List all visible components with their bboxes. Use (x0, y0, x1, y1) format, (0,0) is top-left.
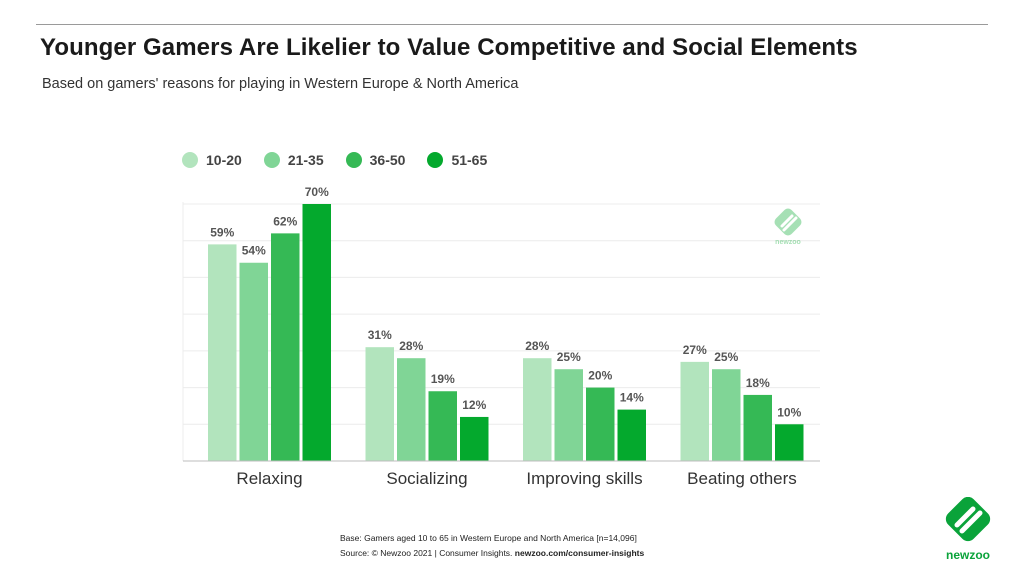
bar-beating-others-10-20 (680, 361, 709, 461)
legend-label-36-50: 36-50 (369, 152, 406, 168)
legend-label-21-35: 21-35 (287, 152, 324, 168)
chart-legend: 10-20 21-35 36-50 51-65 (182, 150, 487, 170)
bar-socializing-10-20 (365, 347, 394, 461)
legend-swatch-51-65 (427, 152, 444, 168)
data-label: 12% (462, 398, 486, 412)
legend-label-51-65: 51-65 (451, 152, 488, 168)
legend-item-36-50: 36-50 (345, 152, 406, 168)
chart-bars (208, 204, 804, 461)
bar-beating-others-36-50 (743, 394, 772, 461)
category-label: Improving skills (526, 469, 642, 488)
chart-data-labels: 59% 54% 62% 70% 31% 28% 19% 12% 28% 25% 20% 14% 27% 2… (210, 185, 801, 419)
bar-improving-skills-10-20 (523, 358, 552, 461)
data-label: 59% (210, 225, 234, 239)
watermark-logo: newzoo (774, 208, 802, 246)
logo-wordmark: newzoo (946, 548, 990, 562)
data-label: 31% (368, 328, 392, 342)
bar-relaxing-10-20 (208, 244, 237, 461)
data-label: 20% (588, 369, 612, 383)
legend-item-21-35: 21-35 (263, 152, 324, 168)
data-label: 10% (777, 405, 801, 419)
legend-item-10-20: 10-20 (182, 152, 242, 168)
page-subtitle: Based on gamers' reasons for playing in … (42, 76, 519, 92)
bar-improving-skills-51-65 (617, 409, 646, 461)
footnote-base: Base: Gamers aged 10 to 65 in Western Eu… (340, 533, 637, 543)
category-label: Socializing (386, 469, 467, 488)
bar-relaxing-51-65 (302, 204, 331, 461)
bar-socializing-21-35 (397, 358, 426, 461)
data-label: 70% (305, 185, 329, 199)
data-label: 27% (683, 343, 707, 357)
data-label: 14% (620, 391, 644, 405)
footnote-source: Source: © Newzoo 2021 | Consumer Insight… (340, 546, 644, 561)
category-label: Relaxing (236, 469, 302, 488)
data-label: 25% (557, 350, 581, 364)
data-label: 28% (399, 339, 423, 353)
data-label: 54% (242, 244, 266, 258)
data-label: 19% (431, 372, 455, 386)
legend-swatch-10-20 (182, 152, 198, 168)
bar-beating-others-51-65 (775, 424, 804, 461)
bar-relaxing-36-50 (271, 233, 300, 461)
category-label: Beating others (687, 469, 797, 488)
bar-socializing-36-50 (428, 391, 457, 461)
bar-improving-skills-21-35 (554, 369, 583, 461)
watermark-text: newzoo (775, 239, 801, 246)
legend-swatch-21-35 (263, 152, 280, 168)
data-label: 18% (746, 376, 770, 390)
bar-beating-others-21-35 (712, 369, 741, 461)
legend-item-51-65: 51-65 (427, 152, 487, 168)
data-label: 25% (714, 350, 738, 364)
source-link[interactable]: newzoo.com/consumer-insights (514, 548, 645, 558)
data-label: 28% (525, 339, 549, 353)
data-label: 62% (273, 214, 297, 228)
footnote: Base: Gamers aged 10 to 65 in Western Eu… (340, 531, 644, 561)
source-text: Source: © Newzoo 2021 | Consumer Insight… (340, 548, 513, 558)
top-divider (36, 24, 988, 25)
newzoo-logo: newzoo (945, 497, 991, 562)
legend-label-10-20: 10-20 (206, 152, 242, 168)
page-title: Younger Gamers Are Likelier to Value Com… (40, 34, 858, 61)
x-axis-categories: Relaxing Socializing Improving skills Beati… (236, 469, 796, 488)
bar-relaxing-21-35 (239, 262, 268, 461)
bar-improving-skills-36-50 (586, 387, 615, 461)
bar-socializing-51-65 (460, 416, 489, 461)
legend-swatch-36-50 (345, 152, 362, 168)
